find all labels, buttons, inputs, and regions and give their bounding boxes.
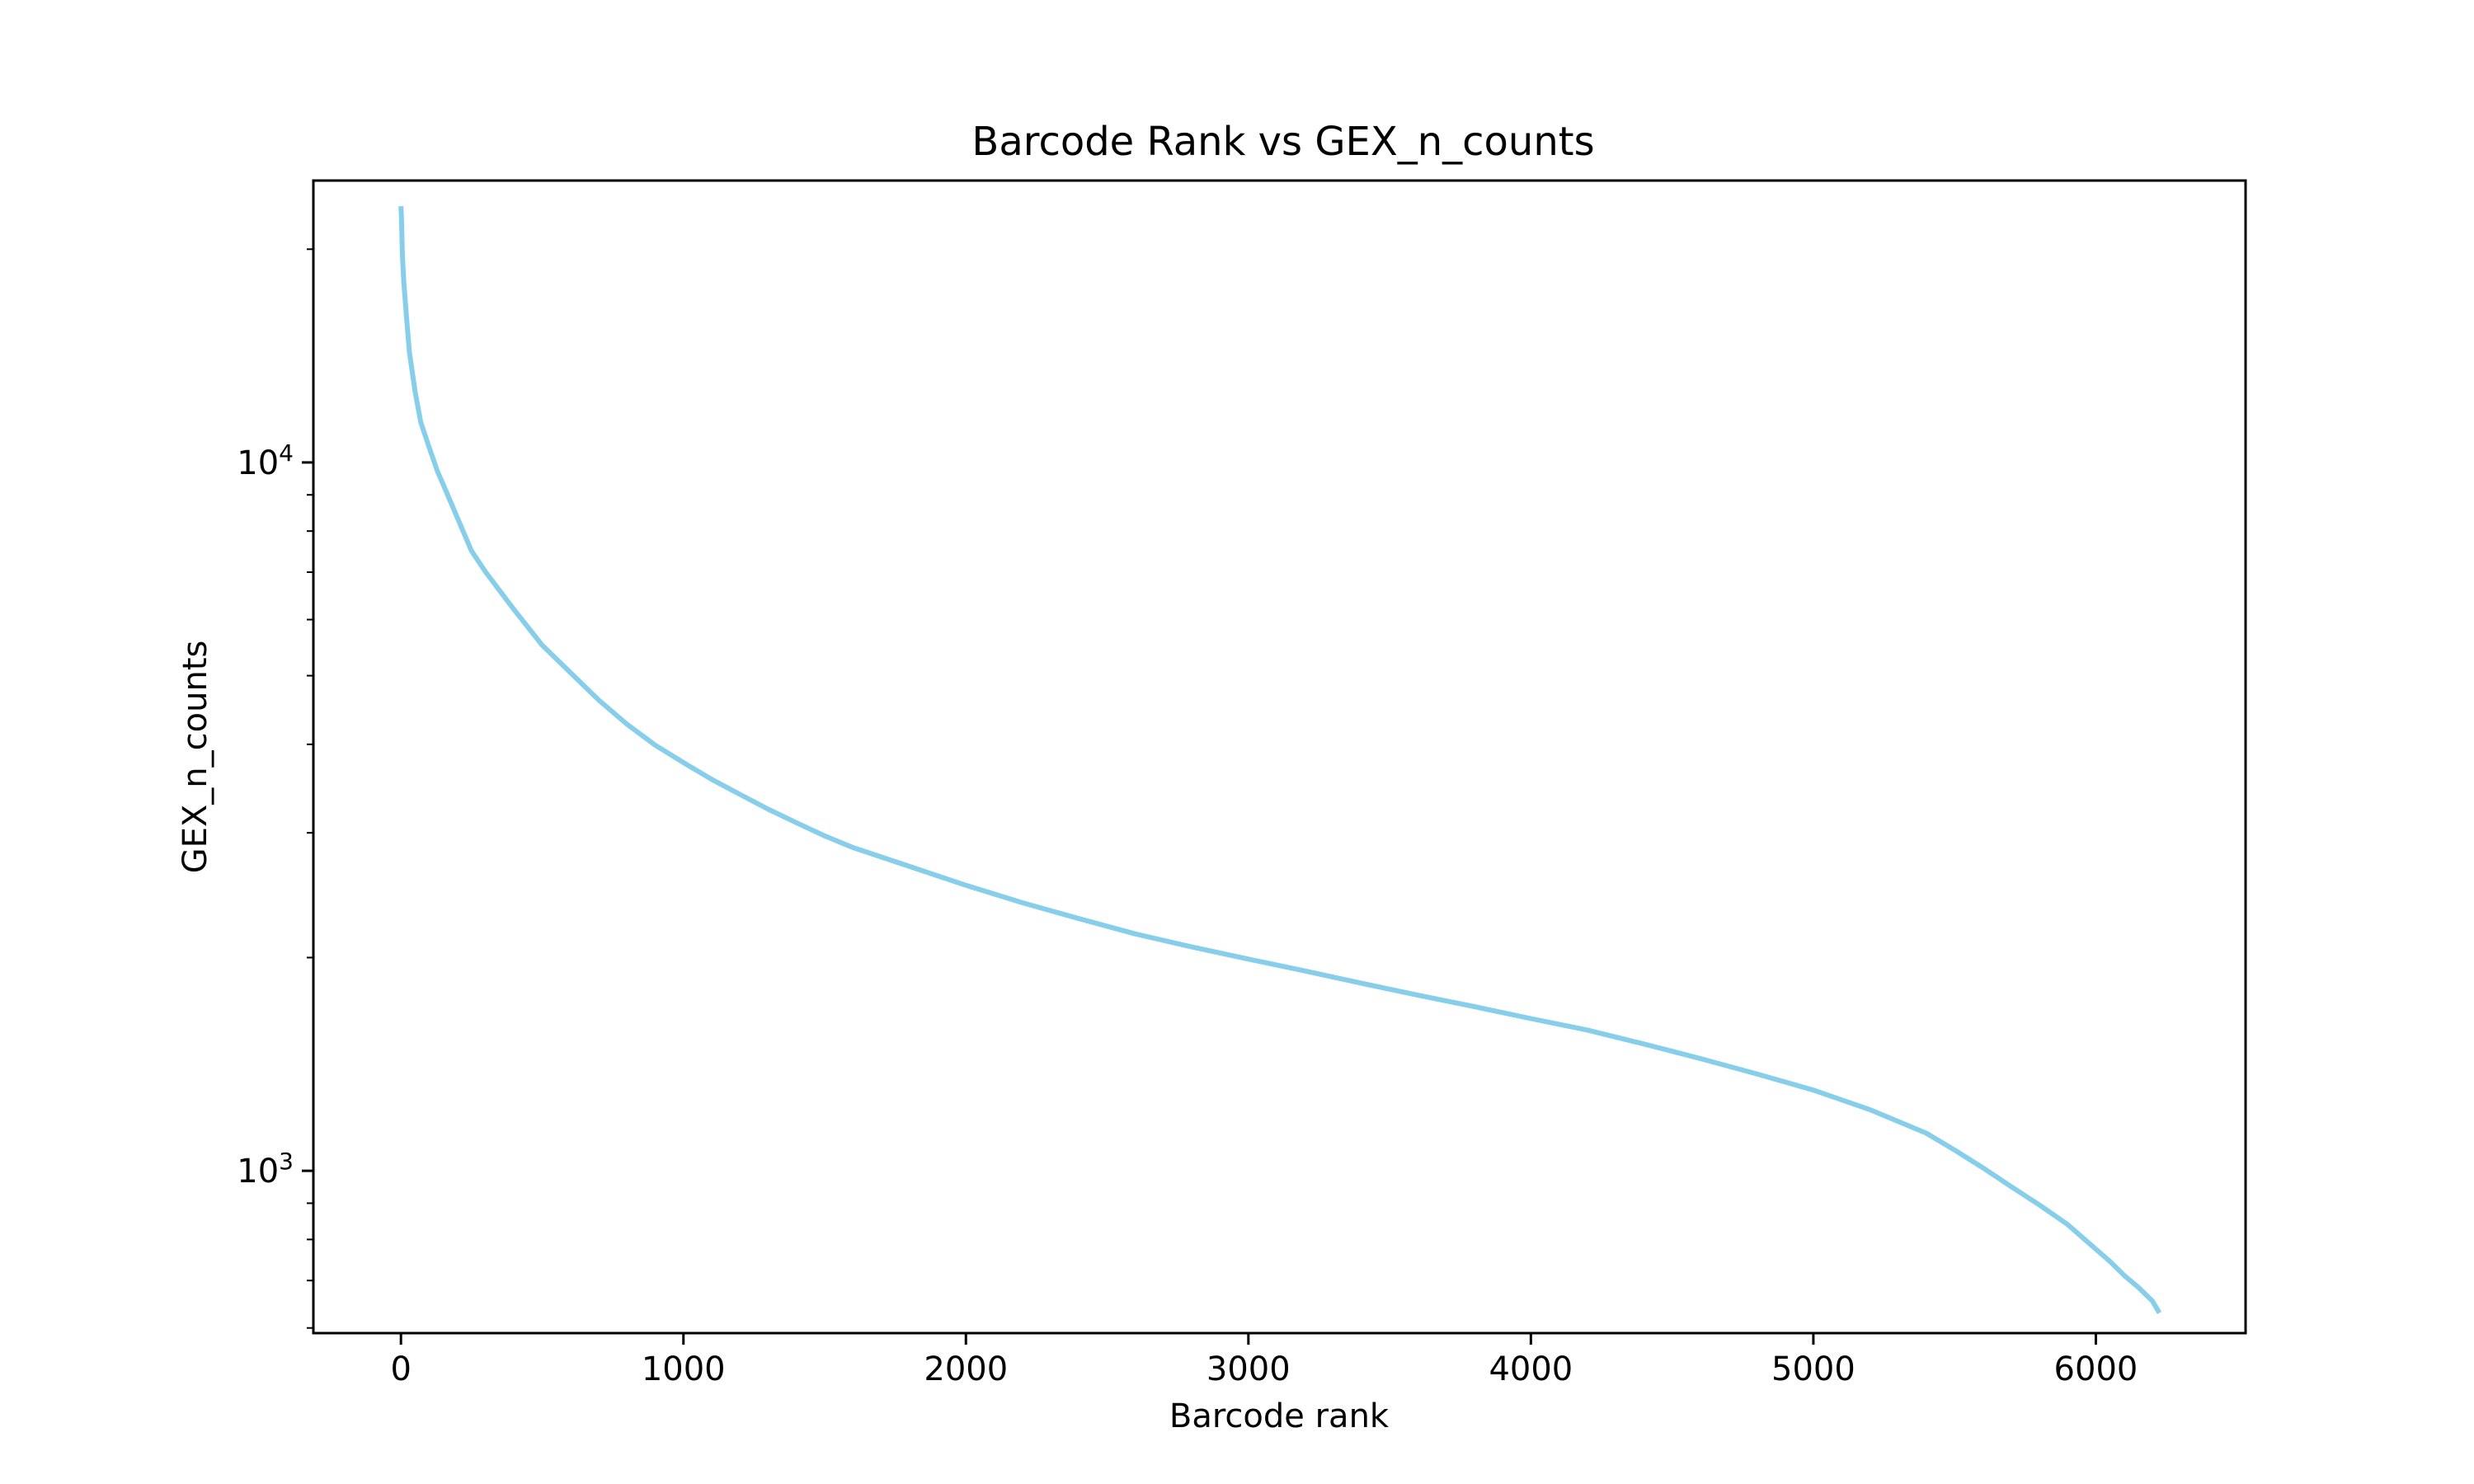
x-tick-label-0: 0	[390, 1350, 411, 1388]
x-axis: 0 1000 2000 3000 4000 5000 6000	[390, 1333, 2138, 1388]
y-axis: 103 104	[237, 248, 313, 1329]
x-tick-label-3: 3000	[1206, 1350, 1291, 1388]
x-tick-label-4: 4000	[1489, 1350, 1573, 1388]
series-line-0	[398, 205, 2162, 1315]
chart-title: Barcode Rank vs GEX_n_counts	[971, 119, 1594, 165]
y-axis-label: GEX_n_counts	[176, 641, 214, 874]
series-layer	[398, 205, 2162, 1315]
plot-frame	[312, 179, 2247, 1335]
x-tick-label-6: 6000	[2054, 1350, 2138, 1388]
y-tick-label-1: 104	[237, 439, 294, 482]
x-tick-label-1: 1000	[642, 1350, 726, 1388]
plot-background	[313, 181, 2246, 1333]
x-tick-label-2: 2000	[924, 1350, 1008, 1388]
y-tick-label-0: 103	[237, 1148, 294, 1190]
x-tick-label-5: 5000	[1771, 1350, 1856, 1388]
x-axis-label: Barcode rank	[1169, 1397, 1390, 1435]
plot-area	[312, 179, 2247, 1335]
